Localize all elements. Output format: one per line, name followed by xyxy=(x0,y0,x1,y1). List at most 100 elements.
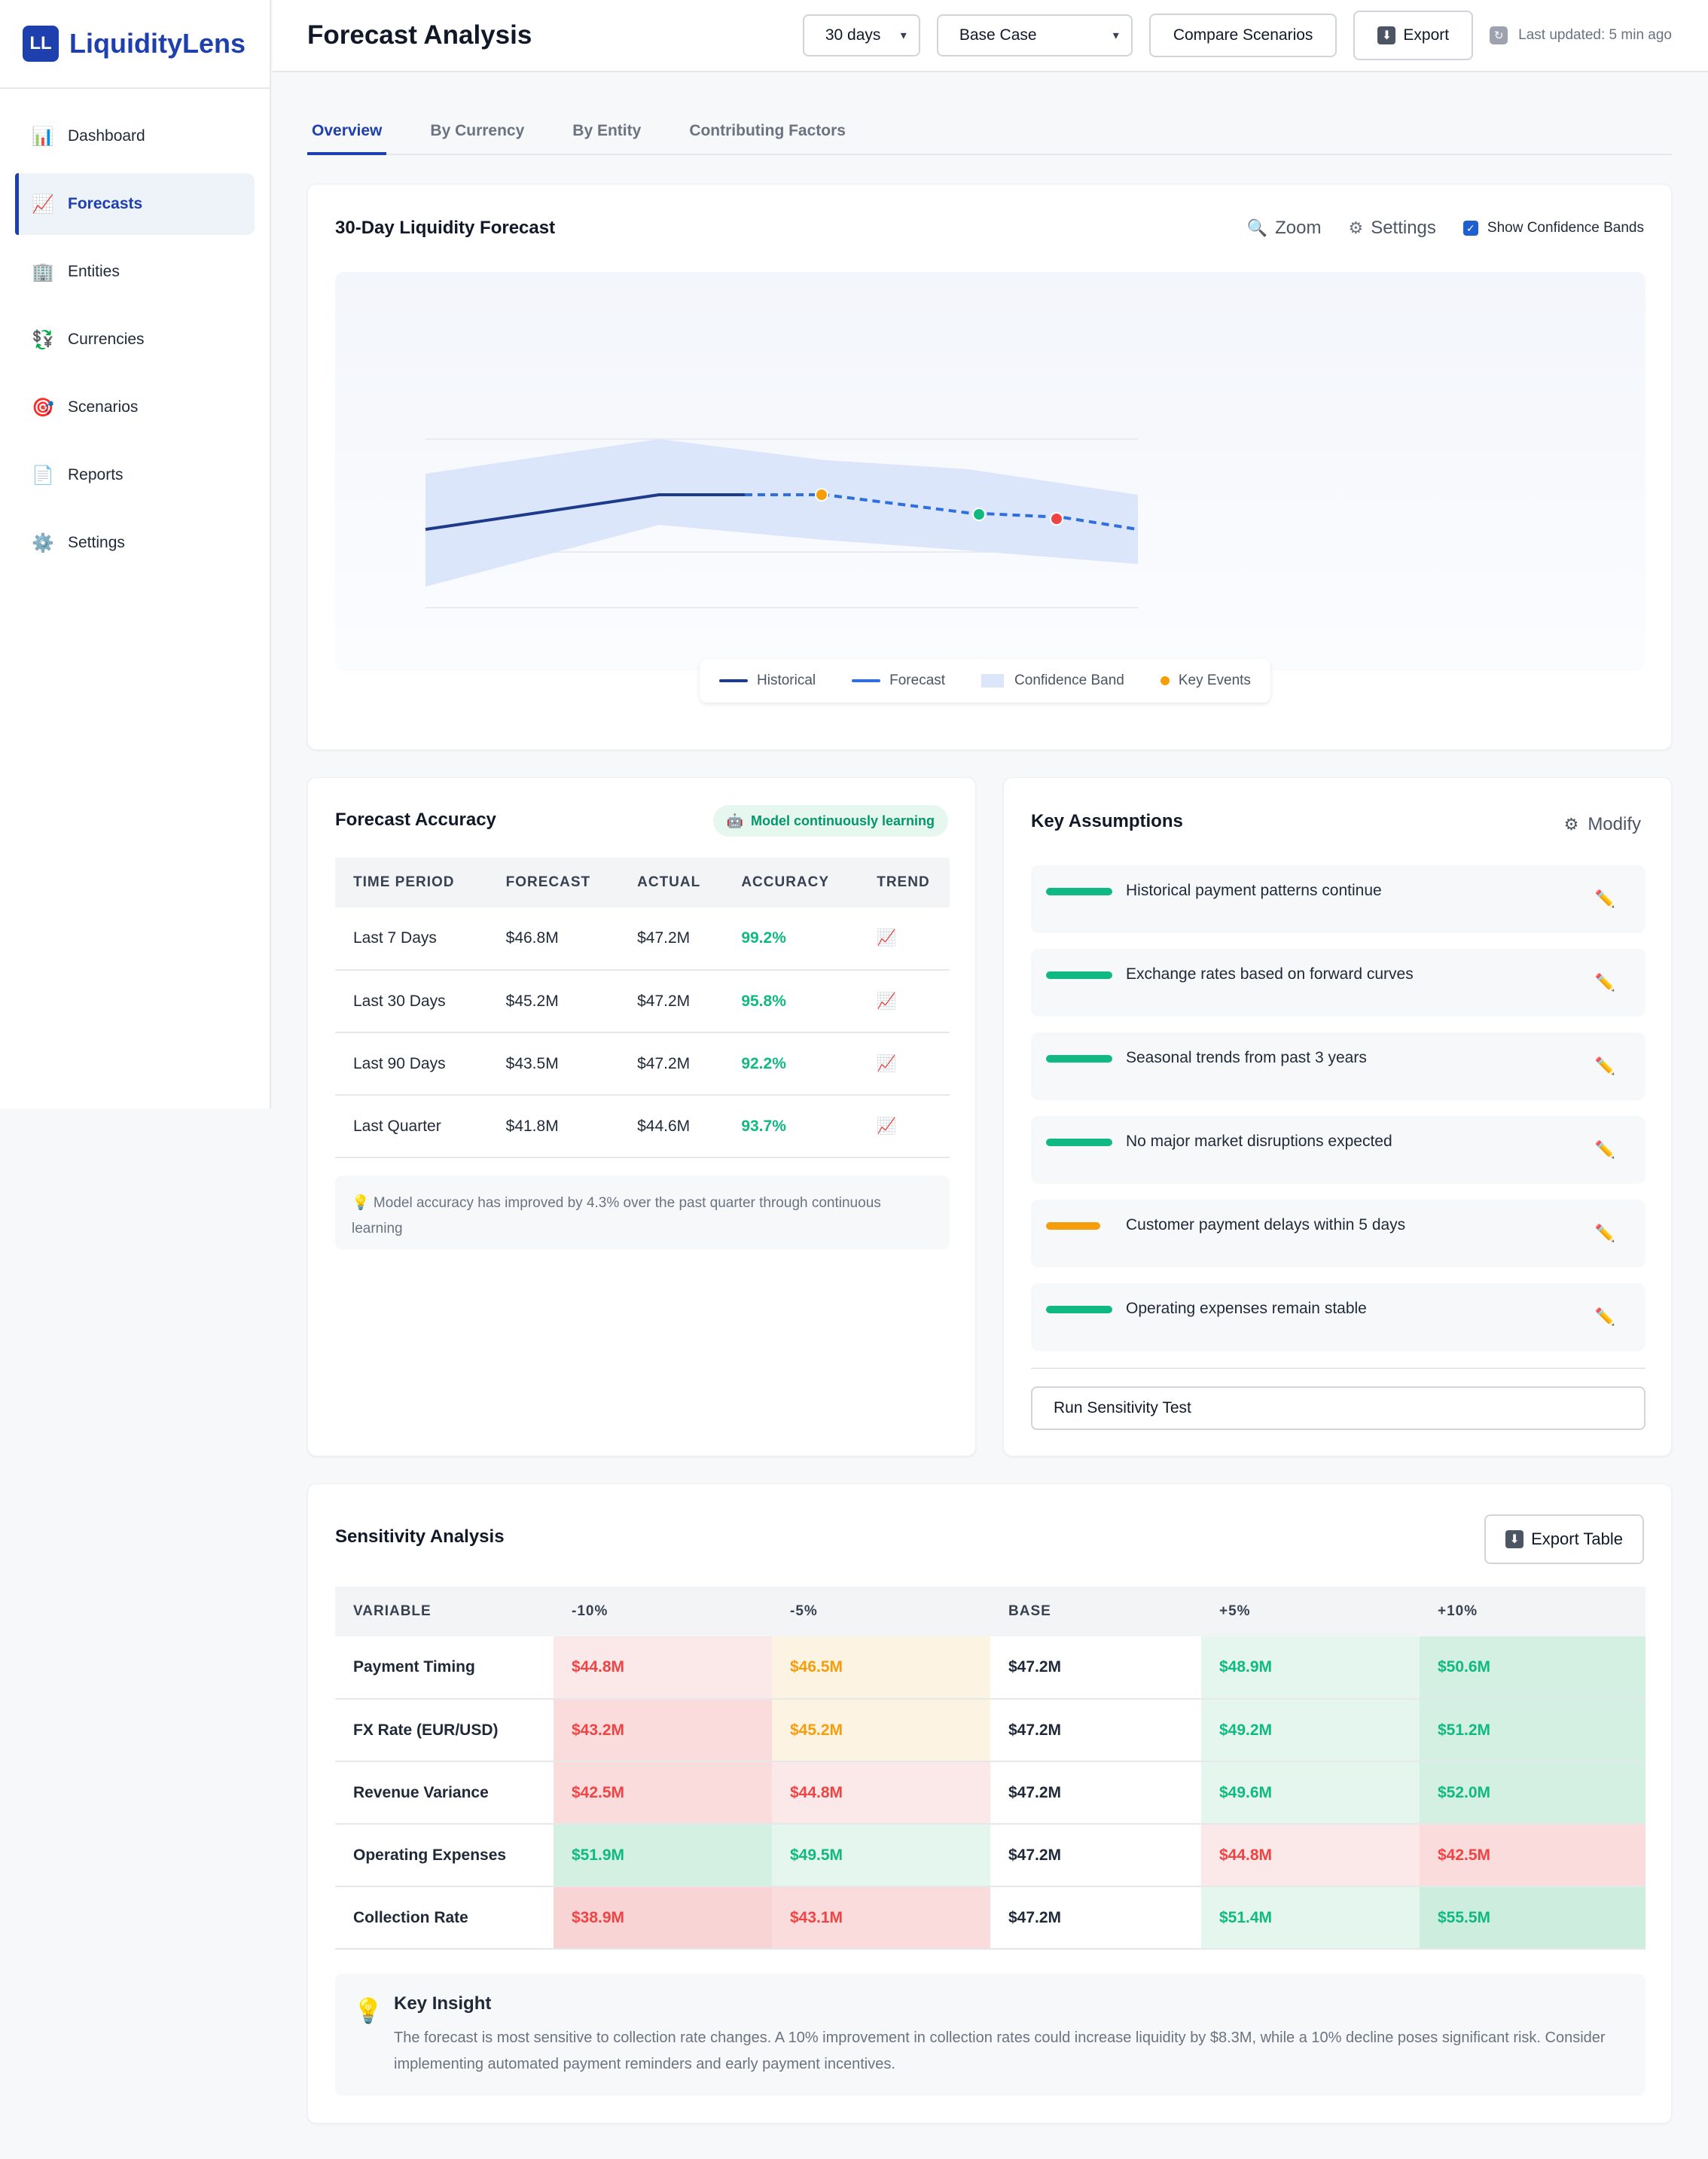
sensitivity-cell: $47.2M xyxy=(990,1824,1201,1887)
trend-up-icon: 📈 xyxy=(859,1032,950,1096)
tab-by-entity[interactable]: By Entity xyxy=(572,122,642,139)
forecast-cell: $43.5M xyxy=(487,1032,620,1096)
currency-exchange-icon: 💱 xyxy=(32,329,54,350)
pencil-icon[interactable]: ✏️ xyxy=(1594,973,1615,992)
key-event-marker[interactable] xyxy=(972,508,986,521)
scenario-select[interactable]: Base Case ▾ xyxy=(936,14,1133,56)
assumption-item: Historical payment patterns continue ✏️ xyxy=(1031,865,1645,933)
page-title: Forecast Analysis xyxy=(307,20,532,50)
learning-badge: 🤖 Model continuously learning xyxy=(712,805,948,837)
run-sensitivity-test-button[interactable]: Run Sensitivity Test xyxy=(1031,1386,1645,1430)
legend-forecast: Forecast xyxy=(852,672,945,689)
forecast-chart-title: 30-Day Liquidity Forecast xyxy=(335,218,556,238)
tab-by-currency[interactable]: By Currency xyxy=(430,122,525,139)
column-header: BASE xyxy=(990,1587,1201,1636)
sidebar-item-forecasts[interactable]: 📈 Forecasts xyxy=(15,173,255,235)
confidence-bands-label: Show Confidence Bands xyxy=(1487,220,1644,236)
table-row: Operating Expenses $51.9M $49.5M $47.2M $44.… xyxy=(335,1824,1645,1887)
robot-icon: 🤖 xyxy=(726,813,743,828)
actual-cell: $47.2M xyxy=(619,907,724,971)
column-header: +5% xyxy=(1201,1587,1420,1636)
pencil-icon[interactable]: ✏️ xyxy=(1594,1224,1615,1243)
legend-band-label: Confidence Band xyxy=(1014,672,1124,688)
trend-up-icon: 📈 xyxy=(859,970,950,1033)
sensitivity-analysis-card: Sensitivity Analysis ⬇ Export Table VARI… xyxy=(307,1484,1672,2124)
accuracy-note: 💡 Model accuracy has improved by 4.3% ov… xyxy=(335,1176,950,1249)
key-event-marker[interactable] xyxy=(815,488,828,502)
lightbulb-icon: 💡 xyxy=(353,1997,383,2024)
sidebar-item-scenarios[interactable]: 🎯 Scenarios xyxy=(15,377,255,438)
sidebar-item-entities[interactable]: 🏢 Entities xyxy=(15,241,255,303)
assumption-item: Customer payment delays within 5 days ✏️ xyxy=(1031,1200,1645,1267)
table-row: Last 7 Days $46.8M $47.2M 99.2% 📈 xyxy=(335,907,950,971)
forecast-chart-area[interactable] xyxy=(335,272,1645,671)
accuracy-cell: 95.8% xyxy=(723,970,859,1033)
export-label: Export xyxy=(1403,26,1450,44)
download-icon: ⬇ xyxy=(1505,1530,1524,1548)
assumption-item: Seasonal trends from past 3 years ✏️ xyxy=(1031,1032,1645,1100)
sensitivity-cell: $52.0M xyxy=(1420,1761,1645,1825)
legend-forecast-label: Forecast xyxy=(889,672,946,688)
chart-settings-button[interactable]: ⚙ Settings xyxy=(1348,218,1435,239)
variable-cell: Collection Rate xyxy=(335,1886,554,1950)
pencil-icon[interactable]: ✏️ xyxy=(1594,1307,1615,1326)
sidebar-item-reports[interactable]: 📄 Reports xyxy=(15,444,255,506)
table-row: FX Rate (EUR/USD) $43.2M $45.2M $47.2M $49.2… xyxy=(335,1699,1645,1762)
sensitivity-cell: $51.2M xyxy=(1420,1699,1645,1762)
sidebar-item-settings[interactable]: ⚙️ Settings xyxy=(15,512,255,574)
sidebar-item-dashboard[interactable]: 📊 Dashboard xyxy=(15,105,255,167)
key-event-marker[interactable] xyxy=(1050,512,1063,526)
accuracy-cell: 99.2% xyxy=(723,907,859,971)
sensitivity-cell: $47.2M xyxy=(990,1761,1201,1825)
gear-icon: ⚙ xyxy=(1563,815,1579,834)
export-table-button[interactable]: ⬇ Export Table xyxy=(1484,1514,1644,1564)
trend-up-icon: 📈 xyxy=(859,1095,950,1158)
sensitivity-cell: $38.9M xyxy=(554,1886,772,1950)
confidence-bands-toggle[interactable]: ✓ Show Confidence Bands xyxy=(1462,220,1644,236)
status-bar xyxy=(1046,888,1112,895)
last-updated-text: Last updated: 5 min ago xyxy=(1518,27,1672,43)
bar-chart-icon: 📊 xyxy=(32,126,54,147)
table-row: Last Quarter $41.8M $44.6M 93.7% 📈 xyxy=(335,1095,950,1158)
last-updated: ↻ Last updated: 5 min ago xyxy=(1490,26,1672,44)
tab-contributing-factors[interactable]: Contributing Factors xyxy=(689,122,846,139)
zoom-button[interactable]: 🔍 Zoom xyxy=(1247,218,1322,239)
refresh-icon[interactable]: ↻ xyxy=(1490,26,1508,44)
download-icon: ⬇ xyxy=(1377,26,1396,44)
assumption-text: Seasonal trends from past 3 years xyxy=(1126,1049,1367,1066)
tab-overview[interactable]: Overview xyxy=(307,111,387,155)
column-header: FORECAST xyxy=(487,858,620,907)
sensitivity-cell: $45.2M xyxy=(772,1699,990,1762)
checkbox-checked-icon[interactable]: ✓ xyxy=(1462,221,1478,236)
confidence-band xyxy=(425,439,1138,587)
accuracy-cell: 92.2% xyxy=(723,1032,859,1096)
sensitivity-cell: $49.6M xyxy=(1201,1761,1420,1825)
sidebar-item-label: Scenarios xyxy=(68,398,139,416)
status-bar xyxy=(1046,971,1112,979)
assumption-text: Exchange rates based on forward curves xyxy=(1126,965,1414,983)
brand[interactable]: LL LiquidityLens xyxy=(0,0,270,89)
pencil-icon[interactable]: ✏️ xyxy=(1594,1140,1615,1159)
sidebar-item-currencies[interactable]: 💱 Currencies xyxy=(15,309,255,371)
key-assumptions-card: Key Assumptions ⚙ Modify Historical paym… xyxy=(1003,777,1672,1456)
range-select-value: 30 days xyxy=(825,26,881,44)
sensitivity-cell: $51.9M xyxy=(554,1824,772,1887)
pencil-icon[interactable]: ✏️ xyxy=(1594,1057,1615,1075)
trend-up-icon: 📈 xyxy=(859,907,950,971)
column-header: ACTUAL xyxy=(619,858,724,907)
pencil-icon[interactable]: ✏️ xyxy=(1594,889,1615,908)
column-header: TREND xyxy=(859,858,950,907)
range-select[interactable]: 30 days ▾ xyxy=(802,14,920,56)
sensitivity-cell: $44.8M xyxy=(554,1636,772,1700)
export-button[interactable]: ⬇ Export xyxy=(1353,11,1474,60)
assumption-item: Operating expenses remain stable ✏️ xyxy=(1031,1283,1645,1351)
status-bar xyxy=(1046,1222,1100,1230)
key-assumptions-title: Key Assumptions xyxy=(1031,811,1183,831)
sensitivity-cell: $49.2M xyxy=(1201,1699,1420,1762)
compare-scenarios-button[interactable]: Compare Scenarios xyxy=(1148,14,1337,57)
period-cell: Last Quarter xyxy=(335,1095,488,1158)
assumptions-list: Historical payment patterns continue ✏️ Ex… xyxy=(1031,865,1645,1367)
modify-button[interactable]: ⚙ Modify xyxy=(1564,814,1641,835)
legend-band: Confidence Band xyxy=(981,672,1124,689)
key-insight-text: The forecast is most sensitive to collec… xyxy=(394,2029,1606,2072)
